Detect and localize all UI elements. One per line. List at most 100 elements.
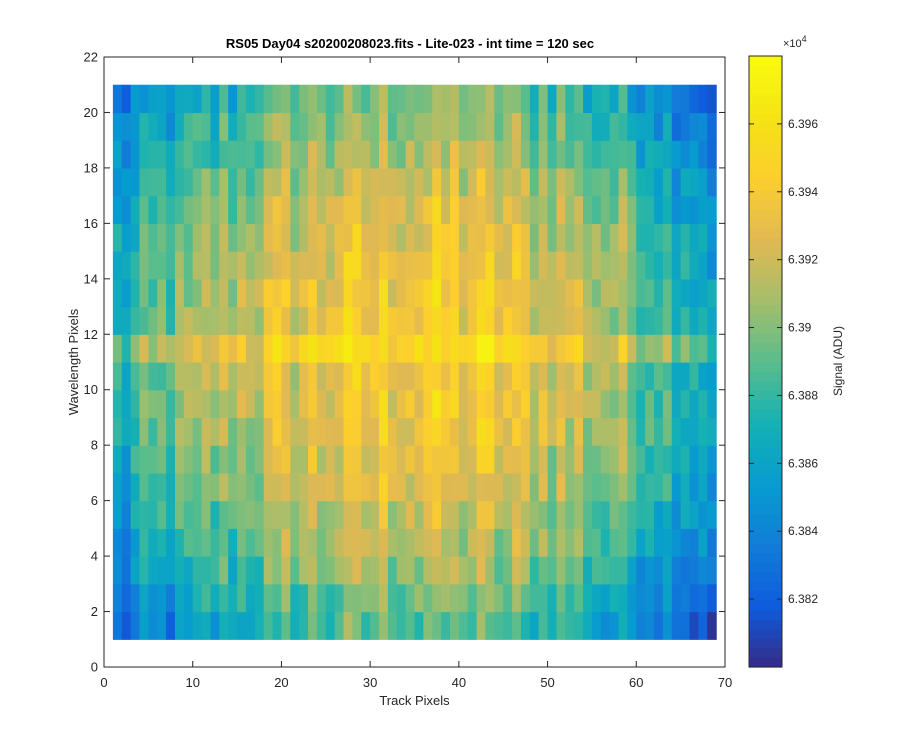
colorbar-segment	[749, 542, 782, 554]
colorbar-label: Signal (ADU)	[831, 326, 845, 396]
heatmap-cell	[662, 306, 673, 335]
heatmap-cell	[671, 195, 682, 224]
heatmap-cell	[361, 334, 371, 363]
heatmap-cell	[458, 528, 469, 557]
heatmap-cell	[441, 472, 451, 502]
heatmap-cell	[494, 140, 504, 169]
heatmap-cell	[565, 251, 575, 280]
heatmap-cell	[698, 500, 708, 529]
heatmap-cell	[556, 611, 566, 640]
heatmap-cell	[698, 306, 708, 335]
heatmap-cell	[414, 223, 424, 252]
heatmap-cell	[441, 611, 451, 640]
heatmap-cell	[680, 500, 691, 529]
colorbar-segment	[749, 647, 782, 659]
heatmap-cell	[707, 556, 717, 585]
heatmap-cell	[618, 362, 629, 391]
heatmap-cell	[210, 140, 220, 169]
heatmap-cell	[405, 112, 416, 141]
heatmap-cell	[591, 112, 602, 141]
heatmap-cell	[458, 556, 469, 585]
heatmap-cell	[174, 583, 185, 613]
heatmap-cell	[308, 445, 318, 474]
heatmap-cell	[467, 500, 478, 529]
heatmap-cell	[520, 251, 531, 280]
heatmap-cell	[325, 251, 336, 280]
heatmap-cell	[148, 195, 158, 224]
heatmap-cell	[503, 306, 513, 335]
heatmap-cell	[467, 112, 478, 141]
heatmap-cell	[618, 417, 629, 446]
heatmap-cell	[290, 223, 300, 252]
heatmap-cell	[245, 140, 256, 169]
heatmap-cell	[263, 472, 274, 502]
heatmap-cell	[689, 84, 699, 114]
heatmap-cell	[698, 389, 708, 419]
heatmap-cell	[680, 167, 691, 197]
heatmap-cell	[210, 84, 220, 114]
heatmap-cell	[299, 362, 309, 391]
heatmap-cell	[148, 223, 158, 252]
heatmap-cell	[414, 362, 424, 391]
heatmap-cell	[503, 556, 513, 585]
heatmap-cell	[449, 389, 460, 419]
heatmap-cell	[485, 278, 495, 308]
heatmap-cell	[201, 223, 212, 252]
heatmap-cell	[680, 389, 691, 419]
heatmap-cell	[467, 445, 478, 474]
heatmap-cell	[494, 167, 504, 197]
heatmap-cell	[379, 500, 389, 529]
heatmap-cell	[538, 528, 549, 557]
heatmap-cell	[396, 389, 407, 419]
heatmap-cell	[316, 417, 327, 446]
heatmap-cell	[449, 112, 460, 141]
heatmap-cell	[520, 583, 531, 613]
heatmap-cell	[671, 417, 682, 446]
heatmap-cell	[618, 167, 629, 197]
colorbar-segment	[749, 371, 782, 382]
heatmap-cell	[538, 500, 549, 529]
heatmap-cell	[219, 278, 229, 308]
heatmap-cell	[245, 195, 256, 224]
heatmap-cell	[361, 278, 371, 308]
heatmap-cell	[263, 528, 274, 557]
heatmap-cell	[574, 472, 584, 502]
heatmap-cell	[503, 362, 513, 391]
colorbar-segment	[749, 466, 782, 477]
heatmap-cell	[254, 195, 265, 224]
heatmap-cell	[654, 528, 664, 557]
heatmap-cell	[512, 500, 522, 529]
heatmap-cell	[600, 500, 611, 529]
heatmap-cell	[405, 472, 416, 502]
heatmap-cell	[166, 306, 176, 335]
heatmap-cell	[423, 472, 433, 502]
heatmap-cell	[538, 583, 549, 613]
heatmap-cell	[183, 251, 194, 280]
heatmap-cell	[538, 112, 549, 141]
heatmap-cell	[609, 306, 620, 335]
heatmap-cell	[512, 556, 522, 585]
heatmap-cell	[139, 84, 149, 114]
heatmap-cell	[263, 556, 274, 585]
heatmap-cell	[228, 167, 238, 197]
heatmap-cell	[645, 140, 655, 169]
heatmap-cell	[254, 140, 265, 169]
heatmap-cell	[520, 389, 531, 419]
heatmap-cell	[707, 195, 717, 224]
heatmap-cell	[201, 84, 212, 114]
heatmap-cell	[130, 472, 141, 502]
heatmap-cell	[689, 223, 699, 252]
heatmap-cell	[654, 583, 664, 613]
heatmap-cell	[458, 167, 469, 197]
heatmap-cell	[387, 112, 398, 141]
heatmap-cell	[166, 389, 176, 419]
heatmap-cell	[343, 112, 353, 141]
heatmap-cell	[485, 389, 495, 419]
heatmap-cell	[520, 472, 531, 502]
heatmap-cell	[503, 112, 513, 141]
heatmap-cell	[689, 278, 699, 308]
heatmap-cell	[547, 389, 558, 419]
heatmap-cell	[121, 112, 132, 141]
heatmap-cell	[334, 278, 345, 308]
heatmap-cell	[263, 417, 274, 446]
